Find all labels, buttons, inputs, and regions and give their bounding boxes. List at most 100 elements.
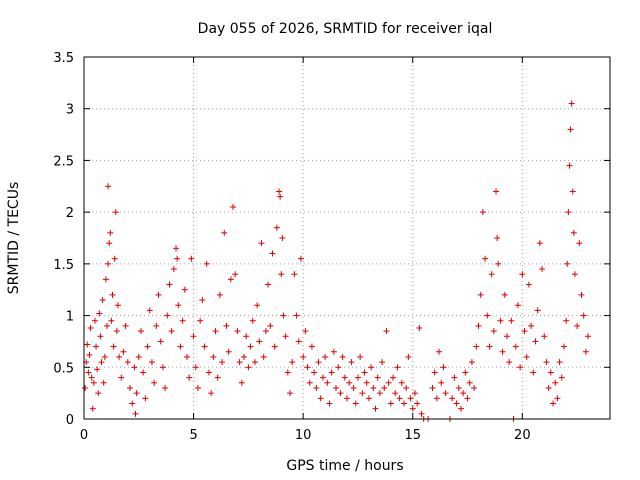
data-point xyxy=(521,328,528,335)
data-point xyxy=(82,384,89,391)
data-point xyxy=(359,390,366,397)
data-point xyxy=(284,369,291,376)
data-point xyxy=(379,359,386,366)
data-point xyxy=(129,400,136,407)
data-point xyxy=(484,312,491,319)
y-tick-label: 1.5 xyxy=(53,258,74,273)
data-point xyxy=(519,271,526,278)
data-point xyxy=(411,390,418,397)
data-point xyxy=(550,400,557,407)
data-point xyxy=(89,405,96,412)
data-point xyxy=(208,390,215,397)
data-point xyxy=(236,359,243,366)
x-tick-label: 15 xyxy=(404,428,421,443)
data-point xyxy=(541,333,548,340)
data-point xyxy=(536,240,543,247)
data-point xyxy=(84,341,91,348)
data-point xyxy=(473,343,480,350)
data-point xyxy=(166,281,173,288)
data-point xyxy=(159,364,166,371)
data-point xyxy=(168,328,175,335)
data-point xyxy=(468,359,475,366)
data-point xyxy=(221,229,228,236)
data-point xyxy=(297,255,304,262)
data-point xyxy=(214,374,221,381)
y-tick-label: 3.5 xyxy=(53,51,74,66)
data-point xyxy=(398,379,405,386)
data-point xyxy=(232,271,239,278)
data-point xyxy=(385,379,392,386)
data-point xyxy=(212,328,219,335)
data-point xyxy=(131,364,138,371)
x-tick-label: 10 xyxy=(295,428,312,443)
data-point xyxy=(304,364,311,371)
data-point xyxy=(570,229,577,236)
y-tick-label: 0.5 xyxy=(53,361,74,376)
data-point xyxy=(94,366,101,373)
data-point xyxy=(418,410,425,417)
data-point xyxy=(528,322,535,329)
data-point xyxy=(414,400,421,407)
data-point xyxy=(352,400,359,407)
data-point xyxy=(499,348,506,355)
data-point xyxy=(287,390,294,397)
data-point xyxy=(192,364,199,371)
data-point xyxy=(370,384,377,391)
data-point xyxy=(357,353,364,360)
data-point xyxy=(155,291,162,298)
data-point xyxy=(438,379,445,386)
data-point xyxy=(278,271,285,278)
data-point xyxy=(335,364,342,371)
data-point xyxy=(495,260,502,267)
data-point xyxy=(319,374,326,381)
data-point xyxy=(95,390,102,397)
data-point xyxy=(91,317,98,324)
data-point xyxy=(247,343,254,350)
data-point xyxy=(85,369,92,376)
data-point xyxy=(558,374,565,381)
data-point xyxy=(339,353,346,360)
data-point xyxy=(184,353,191,360)
data-point xyxy=(113,328,120,335)
data-point xyxy=(431,369,438,376)
data-point xyxy=(466,379,473,386)
x-tick-label: 20 xyxy=(514,428,531,443)
data-point xyxy=(148,359,155,366)
y-tick-label: 1 xyxy=(66,310,74,325)
data-point xyxy=(245,364,252,371)
data-point xyxy=(306,379,313,386)
data-point xyxy=(267,322,274,329)
data-point xyxy=(112,209,119,216)
data-point xyxy=(460,390,467,397)
data-point xyxy=(216,291,223,298)
data-point xyxy=(525,281,532,288)
x-tick-label: 5 xyxy=(189,428,197,443)
data-point xyxy=(104,322,111,329)
data-point xyxy=(532,338,539,345)
data-point xyxy=(403,384,410,391)
data-point xyxy=(479,209,486,216)
data-point xyxy=(396,395,403,402)
data-point xyxy=(475,322,482,329)
data-point xyxy=(173,245,180,252)
data-point xyxy=(105,183,112,190)
data-point xyxy=(135,353,142,360)
data-point xyxy=(146,307,153,314)
data-point xyxy=(433,395,440,402)
data-point xyxy=(344,395,350,402)
data-point xyxy=(567,126,574,133)
data-point xyxy=(107,229,114,236)
data-point xyxy=(354,374,361,381)
data-point xyxy=(256,338,263,345)
data-point xyxy=(210,353,217,360)
data-point xyxy=(390,374,397,381)
data-point xyxy=(102,276,109,283)
data-point xyxy=(490,328,497,335)
data-point xyxy=(279,235,286,241)
data-point xyxy=(337,390,344,397)
data-point xyxy=(265,281,272,288)
data-point xyxy=(132,410,139,417)
data-point xyxy=(341,374,348,381)
data-point xyxy=(494,235,501,241)
data-point xyxy=(517,364,524,371)
